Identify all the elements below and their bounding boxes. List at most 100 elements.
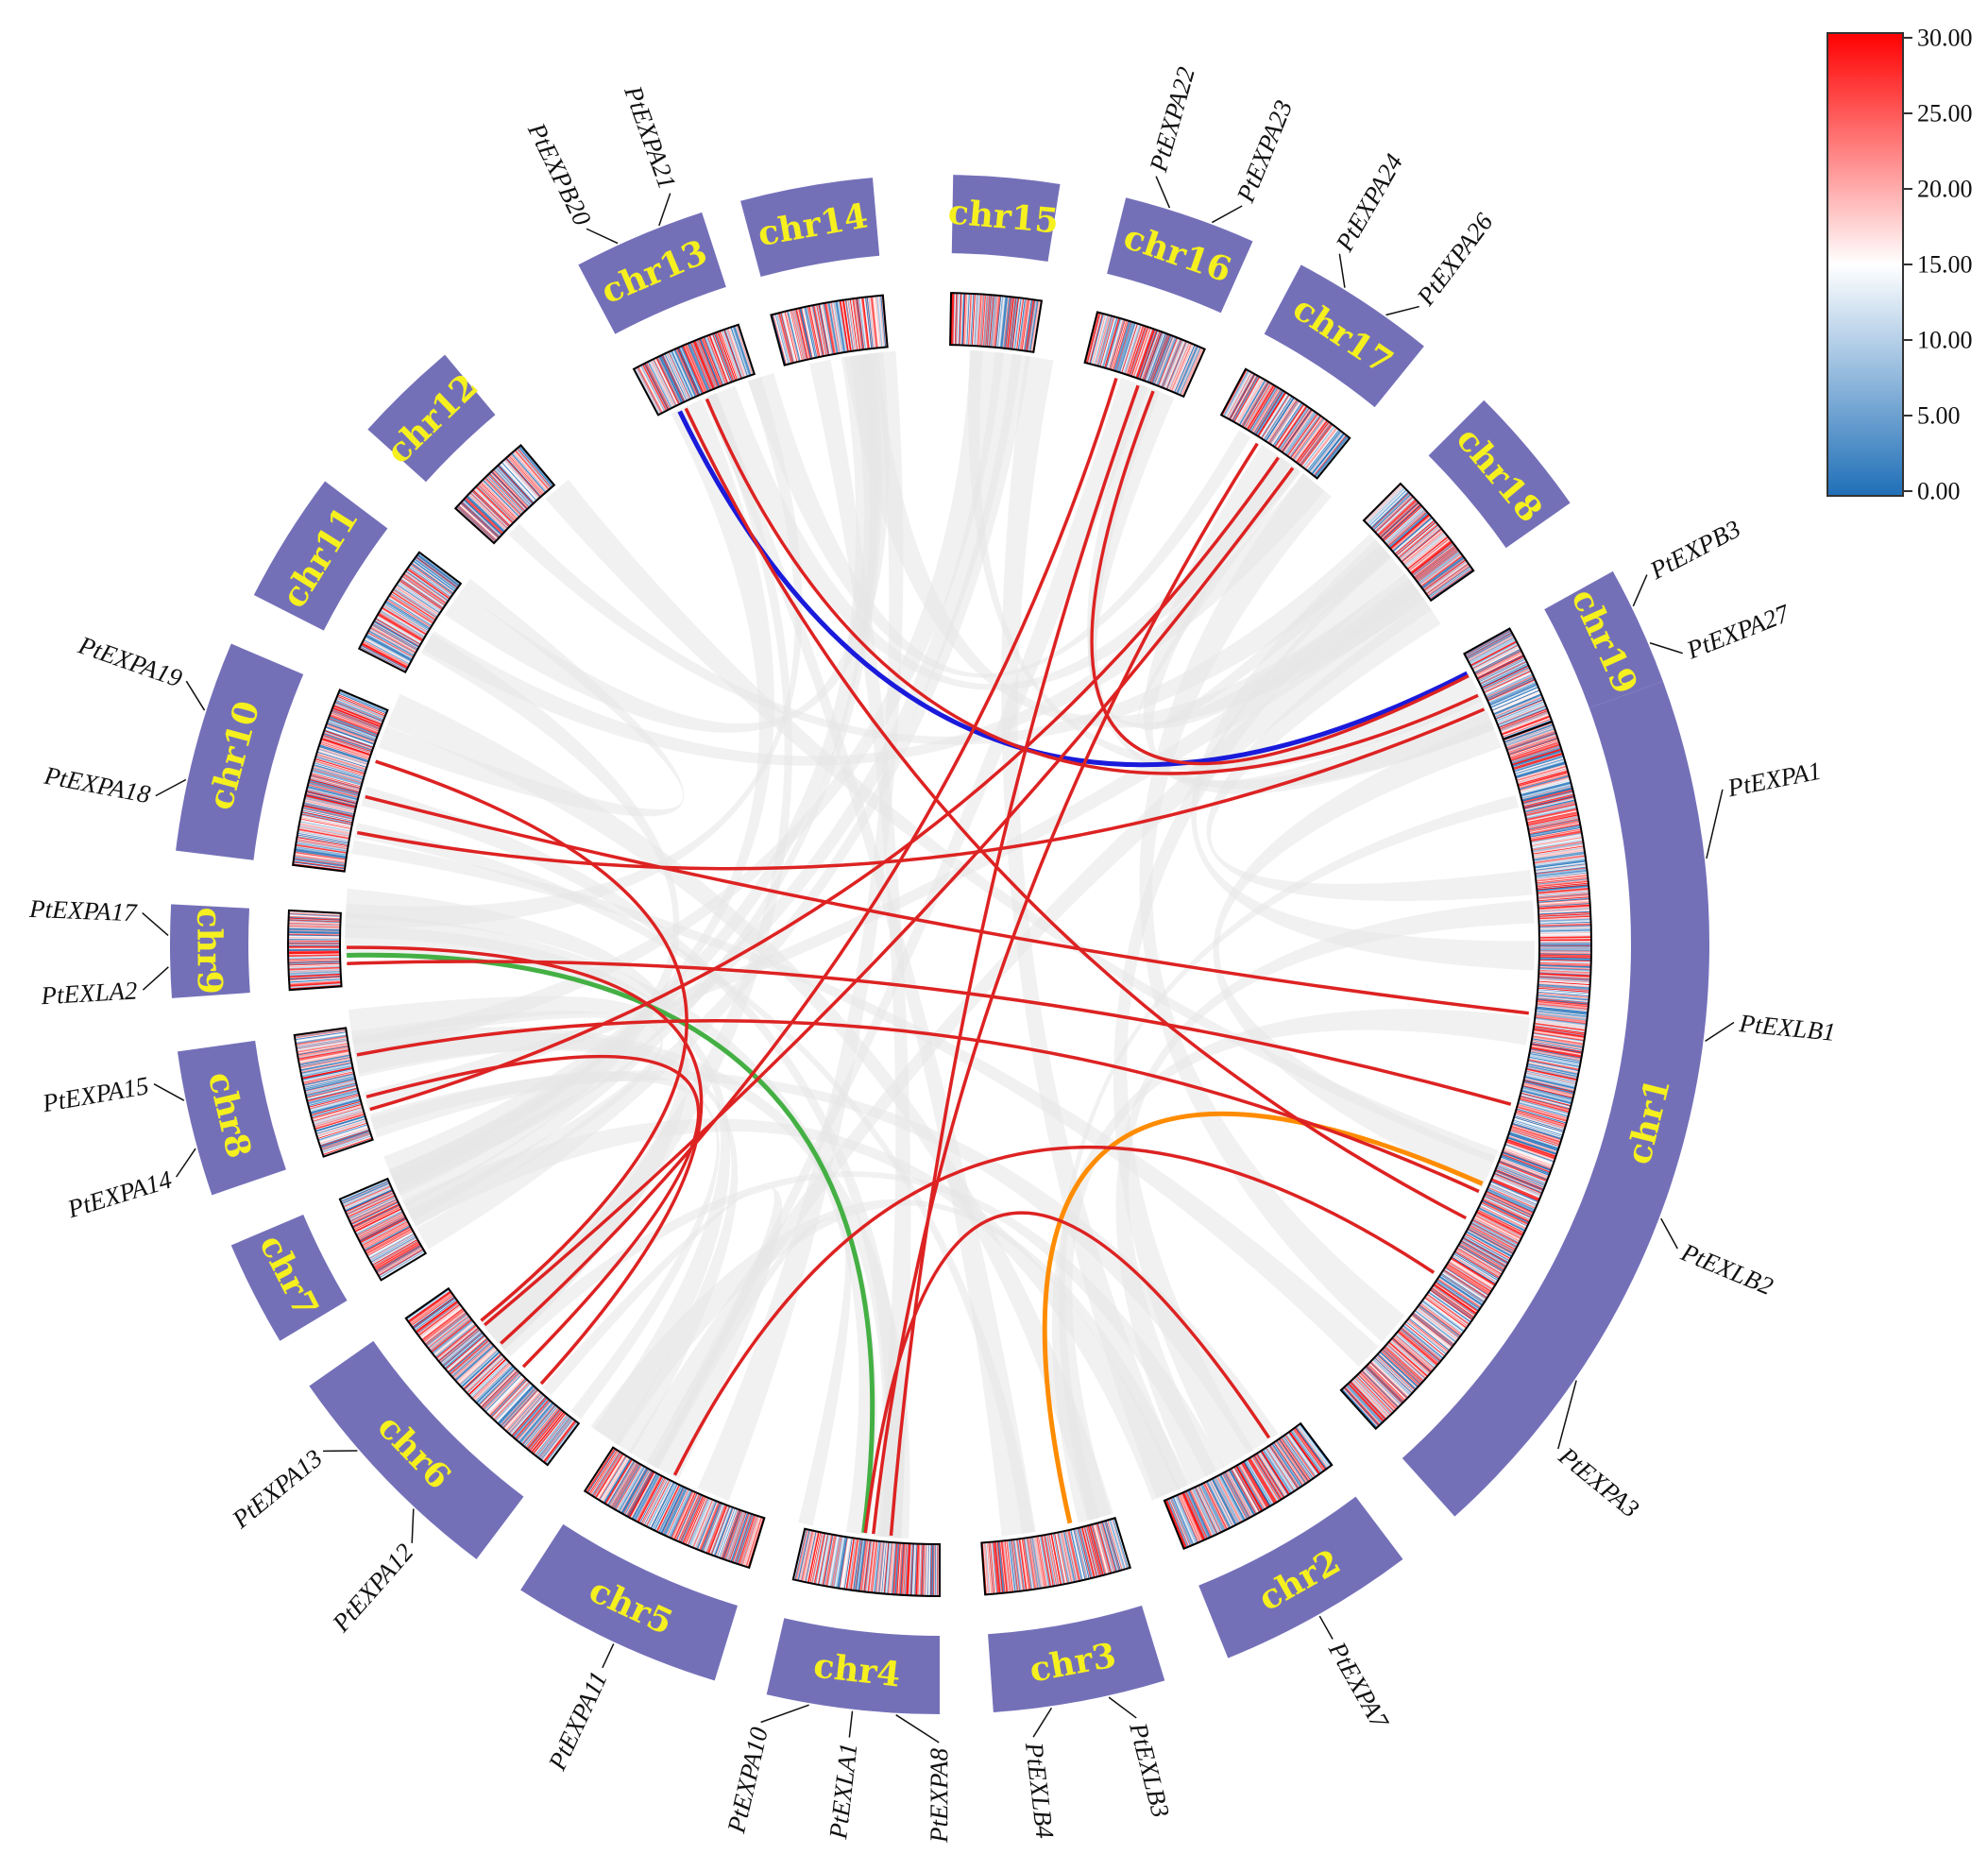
density-bin [1024,298,1033,351]
density-bin [1503,722,1554,741]
density-bin [306,1086,358,1100]
density-bin [491,470,529,509]
density-bin [1393,519,1435,553]
density-bin [1515,1112,1566,1128]
density-bin [1474,651,1522,675]
density-bin [1531,837,1583,847]
density-bin [1536,1006,1589,1013]
density-bin [1393,1335,1435,1370]
density-bin [1372,494,1412,531]
density-bin [1006,1539,1014,1592]
density-bin [1538,982,1590,987]
density-bin [952,293,955,346]
density-bin [677,1493,700,1542]
density-bin [604,1459,633,1505]
density-bin [1489,684,1538,706]
density-bin [1402,1325,1443,1360]
density-bin [416,1302,460,1335]
density-bin [322,734,372,753]
density-bin [317,1122,367,1139]
gene-leader-line [848,1710,854,1738]
density-bin [1538,961,1591,965]
density-bin [1027,299,1036,351]
gene-leader-line [1211,205,1243,224]
density-bin [301,1068,353,1080]
density-bin [365,1226,412,1252]
density-bin [293,861,346,870]
density-bin [1460,1240,1507,1267]
density-bin [1226,372,1252,418]
density-bin [1510,1127,1561,1145]
density-bin [1290,1430,1322,1473]
density-bin [468,492,508,530]
density-bin [370,626,416,653]
density-bin [1493,694,1542,716]
density-bin [326,724,376,743]
synteny-band [1001,355,1188,1499]
density-bin [313,765,364,781]
density-bin [716,1507,736,1557]
density-bin [678,1493,701,1542]
density-bin [861,1539,869,1592]
density-bin [1535,1015,1588,1023]
density-bin [784,311,798,363]
density-bin [1404,1322,1446,1356]
density-bin [1376,1354,1416,1391]
density-bin [1486,674,1534,698]
density-bin [997,296,1005,349]
density-bin [462,500,501,536]
density-bin [1182,1492,1205,1540]
density-bin [1222,369,1249,417]
density-bin [492,468,530,508]
density-bin [1311,433,1345,475]
density-bin [1474,649,1521,674]
density-bin [711,1505,732,1556]
density-bin [514,450,549,491]
density-bin [649,1481,674,1529]
density-bin [1267,399,1298,443]
density-bin [1365,485,1403,523]
density-bin [288,954,341,957]
chr15-block [951,175,1061,263]
density-bin [853,1539,862,1591]
density-bin [409,1292,452,1324]
density-bin [642,1478,668,1525]
density-bin [300,817,352,829]
density-bin [724,1510,743,1560]
density-bin [696,339,717,388]
density-bin [433,1322,475,1356]
density-bin [288,919,341,924]
density-bin [307,787,358,801]
density-bin [1470,1222,1518,1249]
density-bin [416,555,459,588]
density-bin [1470,638,1517,665]
density-bin [299,819,351,830]
density-bin [721,330,740,380]
density-bin [511,1396,547,1437]
density-bin [802,307,815,359]
density-bin [288,951,341,954]
density-bin [1220,1473,1246,1521]
density-bin [1498,706,1548,727]
density-bin [1157,337,1178,386]
density-bin [1522,1081,1574,1096]
density-bin [1402,530,1444,564]
density-bin [1537,881,1589,889]
density-bin [1529,826,1581,838]
density-bin [980,294,986,347]
density-bin [1101,316,1117,367]
density-bin [813,1532,825,1585]
density-bin [1009,1539,1016,1592]
density-bin [411,562,454,594]
density-bin [660,1486,684,1534]
density-bin [1261,394,1290,439]
density-bin [1415,547,1457,580]
density-bin [1062,1531,1075,1583]
density-bin [1523,1079,1575,1093]
density-bin [1342,1387,1379,1428]
density-bin [840,1537,849,1590]
density-bin [514,1398,549,1439]
density-bin [589,1450,620,1495]
density-bin [1418,1305,1460,1338]
density-bin [400,577,445,607]
